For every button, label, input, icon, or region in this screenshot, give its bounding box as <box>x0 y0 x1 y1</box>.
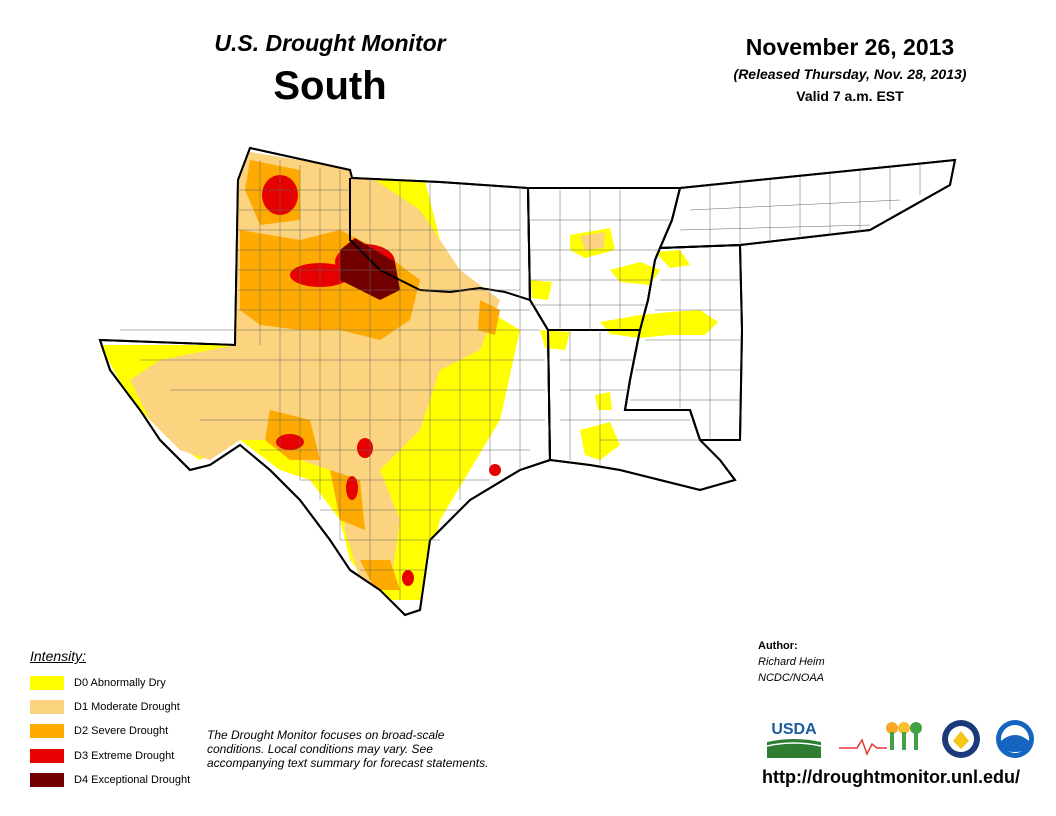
commerce-seal-logo <box>942 720 980 758</box>
map-date: November 26, 2013 <box>745 34 955 60</box>
legend-label-d2: D2 Severe Drought <box>74 725 169 737</box>
legend-title: Intensity: <box>30 648 87 664</box>
release-date: (Released Thursday, Nov. 28, 2013) <box>733 66 967 82</box>
legend-swatch-d0 <box>30 676 64 690</box>
legend-item-d2: D2 Severe Drought <box>30 724 168 738</box>
svg-text:USDA: USDA <box>771 721 817 738</box>
website-url: http://droughtmonitor.unl.edu/ <box>762 767 1020 787</box>
legend-item-d3: D3 Extreme Drought <box>30 749 174 763</box>
noaa-logo <box>996 720 1034 758</box>
author-label: Author: <box>758 640 798 652</box>
legend-item-d0: D0 Abnormally Dry <box>30 676 166 690</box>
legend-label-d1: D1 Moderate Drought <box>74 701 180 713</box>
legend-label-d4: D4 Exceptional Drought <box>74 774 191 786</box>
valid-time: Valid 7 a.m. EST <box>796 88 904 104</box>
legend-item-d4: D4 Exceptional Drought <box>30 773 190 787</box>
tennessee-shape <box>658 158 957 250</box>
legend-swatch-d1 <box>30 700 64 714</box>
drought-map <box>98 146 957 617</box>
legend-label-d0: D0 Abnormally Dry <box>74 677 166 689</box>
legend-label-d3: D3 Extreme Drought <box>74 750 175 762</box>
ndmc-logo <box>839 722 922 756</box>
state-borders <box>98 146 957 617</box>
usda-logo: USDA <box>766 721 822 758</box>
legend-swatch-d2 <box>30 724 64 738</box>
legend-swatch-d4 <box>30 773 64 787</box>
map-title: U.S. Drought Monitor <box>214 30 446 56</box>
county-lines <box>120 160 921 600</box>
legend-swatch-d3 <box>30 749 64 763</box>
author-name: Richard Heim <box>758 656 825 668</box>
legend-item-d1: D1 Moderate Drought <box>30 700 180 714</box>
region-name: South <box>273 64 387 108</box>
author-org: NCDC/NOAA <box>758 672 825 684</box>
disclaimer-note: The Drought Monitor focuses on broad-sca… <box>207 728 489 770</box>
logo-row: USDA <box>765 718 1035 760</box>
